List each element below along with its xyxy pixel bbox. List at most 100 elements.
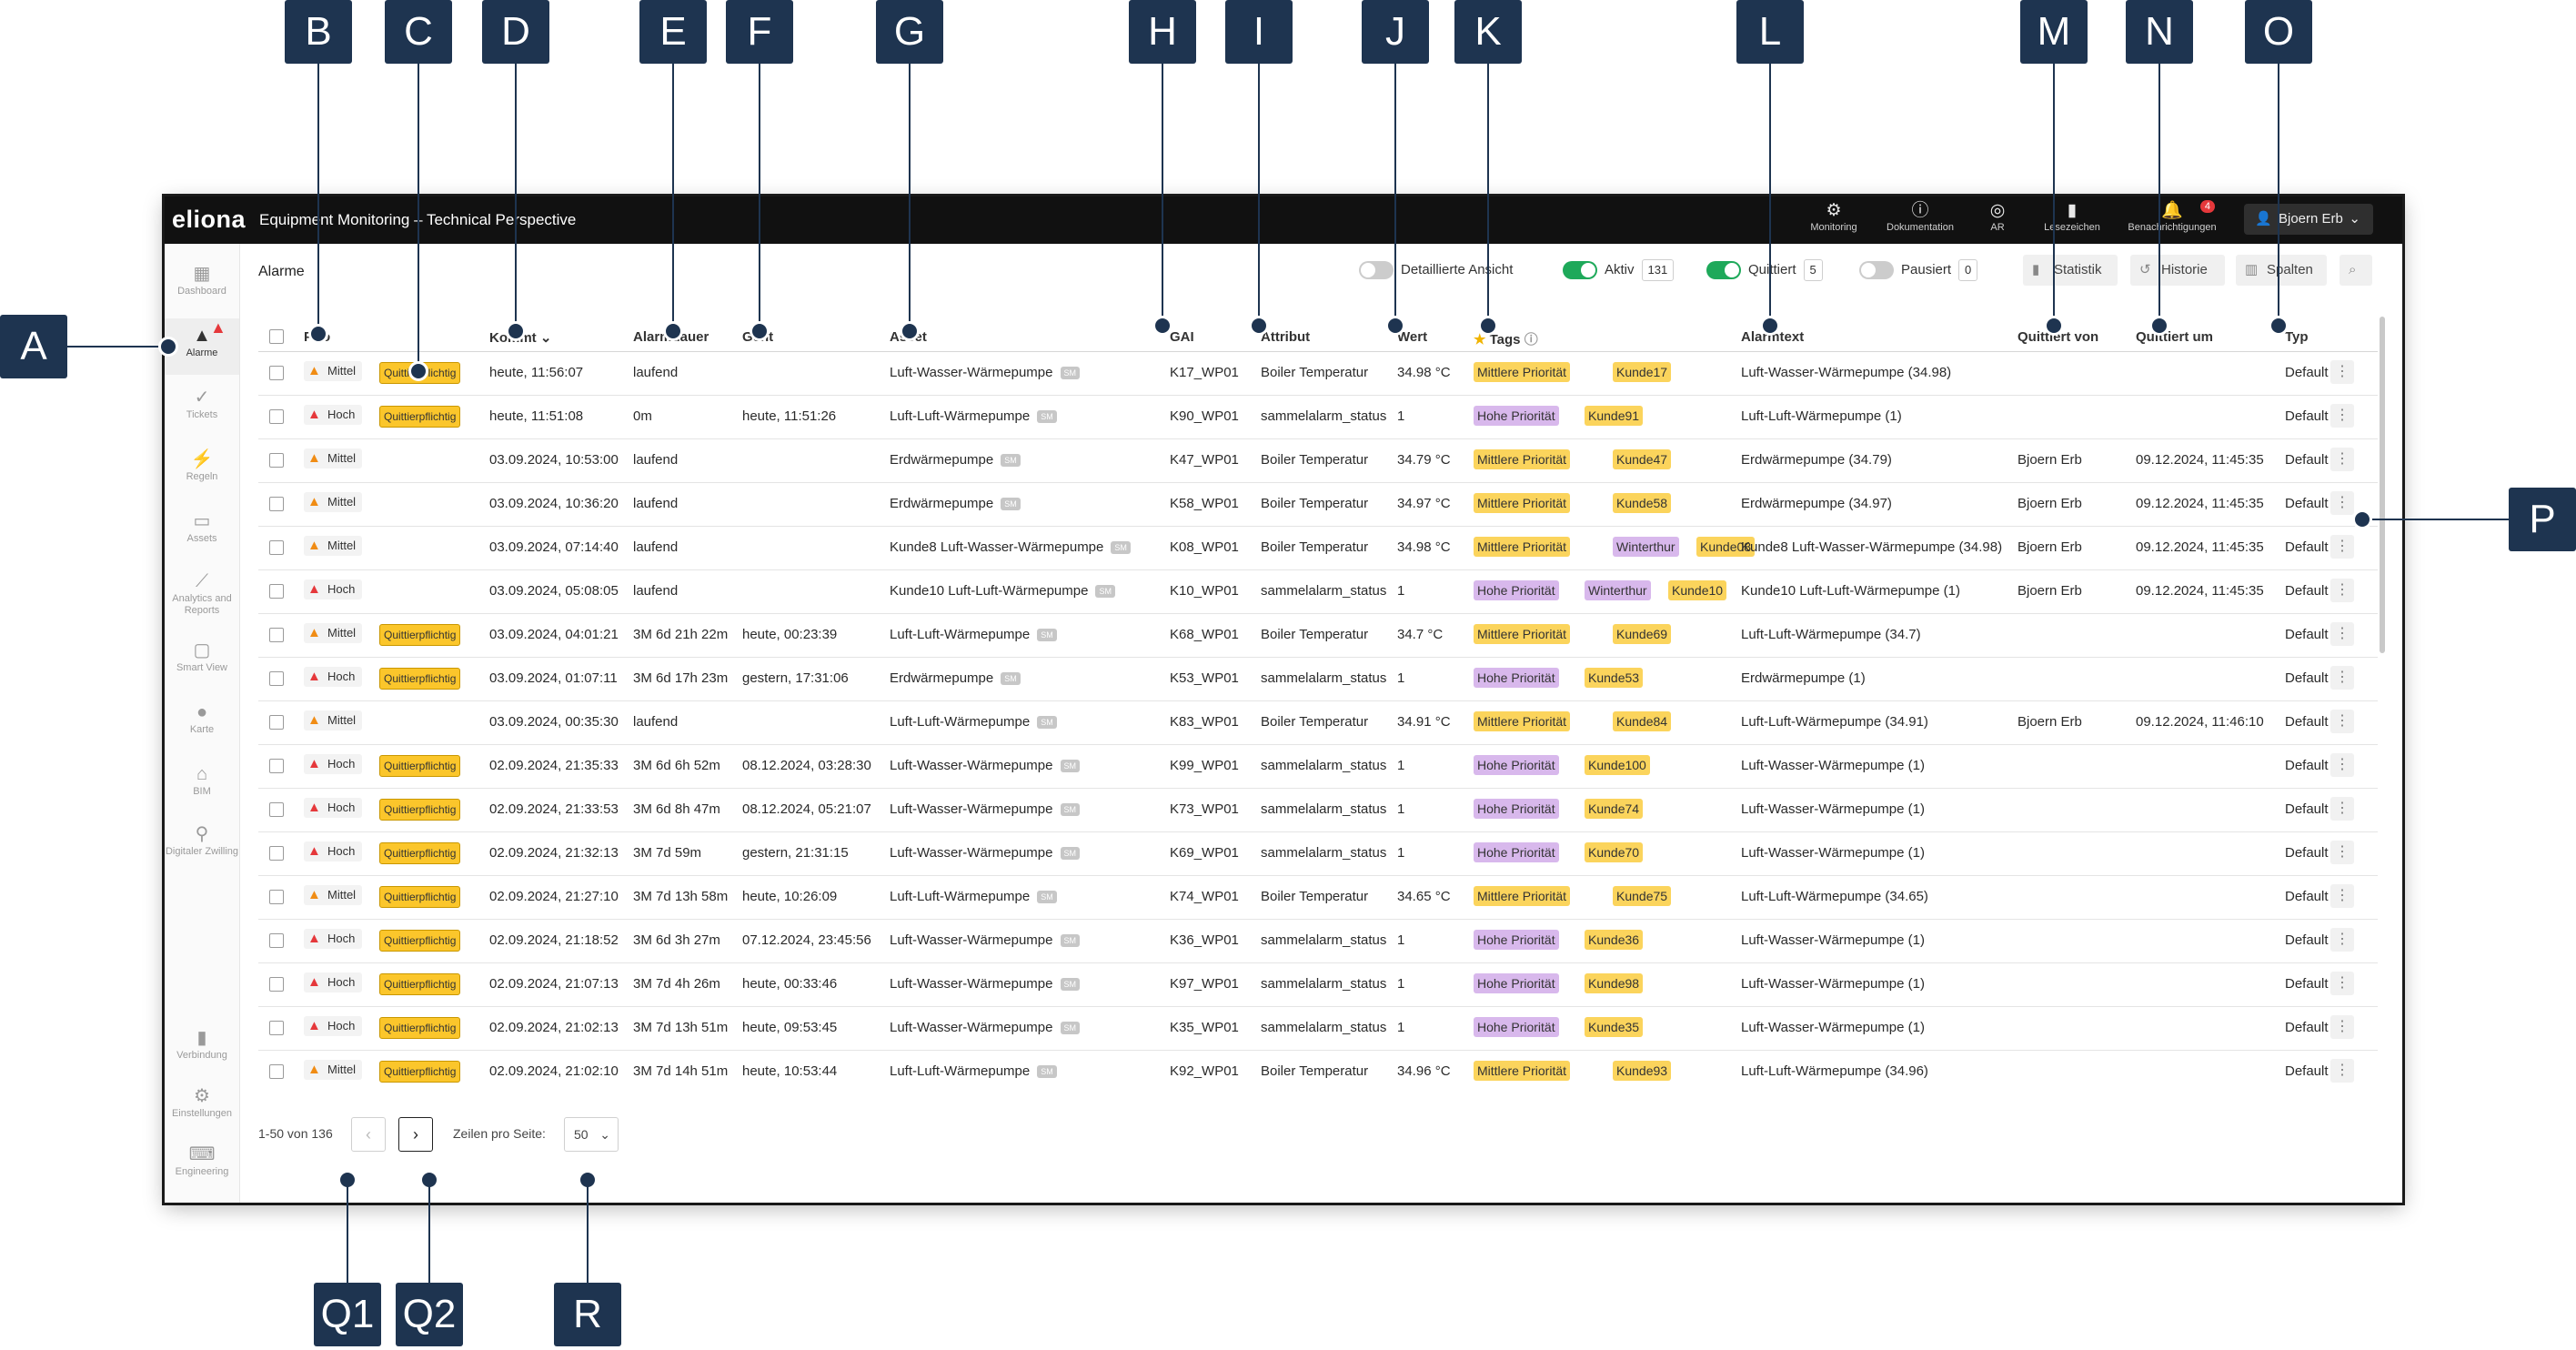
row-checkbox[interactable]	[269, 1064, 284, 1079]
tag-chip[interactable]: Kunde75	[1613, 886, 1672, 906]
table-row[interactable]: ▲ Mittel 03.09.2024, 10:36:20 laufend Erdwär…	[258, 482, 2378, 527]
row-menu-button[interactable]: ⋮	[2330, 797, 2354, 821]
row-menu-button[interactable]: ⋮	[2330, 710, 2354, 733]
table-row[interactable]: ▲ Hoch Quittierpflichtig 03.09.2024, 01:07:…	[258, 657, 2378, 701]
quittiert-toggle[interactable]: Quittiert 5	[1706, 255, 1823, 286]
tag-chip[interactable]: Mittlere Priorität	[1474, 537, 1571, 557]
cell-asset[interactable]: Luft-Wasser-Wärmepumpe SM	[890, 365, 1080, 380]
tag-chip[interactable]: Kunde10	[1668, 580, 1727, 600]
aktiv-toggle[interactable]: Aktiv 131	[1563, 255, 1675, 286]
sidebar-item-einstellungen[interactable]: ⚙ Einstellungen	[165, 1084, 239, 1120]
cell-asset[interactable]: Kunde8 Luft-Wasser-Wärmepumpe SM	[890, 539, 1131, 555]
table-row[interactable]: ▲ Mittel Quittierpflichtig 03.09.2024, 04:0…	[258, 613, 2378, 658]
row-menu-button[interactable]: ⋮	[2330, 841, 2354, 864]
topnav-ar[interactable]: ◎ AR	[1975, 200, 2020, 242]
tag-chip[interactable]: Kunde69	[1613, 624, 1672, 644]
table-row[interactable]: ▲ Hoch Quittierpflichtig 02.09.2024, 21:32:…	[258, 831, 2378, 876]
col-tags[interactable]: ★ Tags ⓘ	[1474, 332, 1538, 348]
sidebar-item-engineering[interactable]: ⌨ Engineering	[165, 1143, 239, 1178]
table-row[interactable]: ▲ Hoch Quittierpflichtig 02.09.2024, 21:18:…	[258, 919, 2378, 963]
row-menu-button[interactable]: ⋮	[2330, 884, 2354, 908]
table-row[interactable]: ▲ Mittel 03.09.2024, 10:53:00 laufend Erdwär…	[258, 438, 2378, 483]
table-row[interactable]: ▲ Mittel Quittierpflichtig 02.09.2024, 21:2…	[258, 875, 2378, 920]
row-menu-button[interactable]: ⋮	[2330, 753, 2354, 777]
row-menu-button[interactable]: ⋮	[2330, 1015, 2354, 1039]
cell-asset[interactable]: Luft-Wasser-Wärmepumpe SM	[890, 976, 1080, 992]
row-menu-button[interactable]: ⋮	[2330, 404, 2354, 428]
tag-chip[interactable]: Winterthur	[1613, 537, 1679, 557]
cell-asset[interactable]: Luft-Wasser-Wärmepumpe SM	[890, 758, 1080, 773]
cell-asset[interactable]: Luft-Wasser-Wärmepumpe SM	[890, 932, 1080, 948]
topnav-benachrichtigungen[interactable]: 🔔 Benachrichtigungen 4	[2113, 200, 2231, 242]
table-row[interactable]: ▲ Hoch 03.09.2024, 05:08:05 laufend Kunde10 …	[258, 569, 2378, 614]
row-checkbox[interactable]	[269, 846, 284, 861]
sidebar-item-tickets[interactable]: ✓ Tickets	[165, 386, 239, 421]
row-menu-button[interactable]: ⋮	[2330, 972, 2354, 995]
tag-chip[interactable]: Hohe Priorität	[1474, 930, 1559, 950]
cell-asset[interactable]: Luft-Luft-Wärmepumpe SM	[890, 627, 1057, 642]
row-menu-button[interactable]: ⋮	[2330, 535, 2354, 559]
tag-chip[interactable]: Hohe Priorität	[1474, 580, 1559, 600]
pausiert-toggle[interactable]: Pausiert 0	[1859, 255, 1978, 286]
row-menu-button[interactable]: ⋮	[2330, 1059, 2354, 1083]
tag-chip[interactable]: Mittlere Priorität	[1474, 624, 1571, 644]
col-alarmtext[interactable]: Alarmtext	[1741, 329, 1805, 345]
tag-chip[interactable]: Mittlere Priorität	[1474, 711, 1571, 731]
tag-chip[interactable]: Kunde74	[1585, 799, 1644, 819]
tag-chip[interactable]: Mittlere Priorität	[1474, 449, 1571, 469]
row-checkbox[interactable]	[269, 453, 284, 468]
row-menu-button[interactable]: ⋮	[2330, 448, 2354, 471]
sidebar-item-smart-view[interactable]: ▢ Smart View	[165, 639, 239, 674]
row-checkbox[interactable]	[269, 497, 284, 511]
sidebar-item-verbindung[interactable]: ▮ Verbindung	[165, 1026, 239, 1062]
row-checkbox[interactable]	[269, 540, 284, 555]
table-row[interactable]: ▲ Hoch Quittierpflichtig heute, 11:51:08 0m h…	[258, 395, 2378, 439]
cell-asset[interactable]: Luft-Luft-Wärmepumpe SM	[890, 889, 1057, 904]
row-menu-button[interactable]: ⋮	[2330, 579, 2354, 602]
row-menu-button[interactable]: ⋮	[2330, 622, 2354, 646]
tag-chip[interactable]: Mittlere Priorität	[1474, 493, 1571, 513]
cell-asset[interactable]: Luft-Wasser-Wärmepumpe SM	[890, 1020, 1080, 1035]
row-menu-button[interactable]: ⋮	[2330, 666, 2354, 690]
cell-asset[interactable]: Luft-Wasser-Wärmepumpe SM	[890, 801, 1080, 817]
row-menu-button[interactable]: ⋮	[2330, 928, 2354, 952]
tag-chip[interactable]: Hohe Priorität	[1474, 842, 1559, 862]
col-gai[interactable]: GAI	[1170, 329, 1194, 345]
row-checkbox[interactable]	[269, 671, 284, 686]
row-checkbox[interactable]	[269, 366, 284, 380]
toggle-switch[interactable]	[1563, 261, 1597, 280]
col-attribut[interactable]: Attribut	[1261, 329, 1311, 345]
row-checkbox[interactable]	[269, 1021, 284, 1035]
user-menu[interactable]: 👤 Bjoern Erb ⌄	[2244, 204, 2373, 235]
historie-button[interactable]: ↺ Historie	[2130, 255, 2225, 286]
row-checkbox[interactable]	[269, 977, 284, 992]
tag-chip[interactable]: Kunde100	[1585, 755, 1650, 775]
tag-chip[interactable]: Kunde70	[1585, 842, 1644, 862]
spalten-button[interactable]: ▥ Spalten	[2236, 255, 2327, 286]
table-row[interactable]: ▲ Hoch Quittierpflichtig 02.09.2024, 21:35:…	[258, 744, 2378, 789]
row-checkbox[interactable]	[269, 802, 284, 817]
topnav-monitoring[interactable]: ⚙ Monitoring	[1793, 200, 1875, 242]
table-row[interactable]: ▲ Hoch Quittierpflichtig 02.09.2024, 21:07:…	[258, 962, 2378, 1007]
table-row[interactable]: ▲ Hoch Quittierpflichtig 02.09.2024, 21:33:…	[258, 788, 2378, 832]
col-quittiert-um[interactable]: Quittiert um	[2136, 329, 2213, 345]
tag-chip[interactable]: Kunde47	[1613, 449, 1672, 469]
sidebar-item-dashboard[interactable]: ▦ Dashboard	[165, 262, 239, 297]
detail-view-toggle[interactable]: Detaillierte Ansicht	[1359, 255, 1513, 286]
sidebar-item-assets[interactable]: ▭ Assets	[165, 509, 239, 545]
row-menu-button[interactable]: ⋮	[2330, 360, 2354, 384]
tag-chip[interactable]: Hohe Priorität	[1474, 1017, 1559, 1037]
tag-chip[interactable]: Hohe Priorität	[1474, 668, 1559, 688]
sidebar-item-regeln[interactable]: ⚡ Regeln	[165, 448, 239, 483]
col-typ[interactable]: Typ	[2285, 329, 2309, 345]
tag-chip[interactable]: Mittlere Priorität	[1474, 362, 1571, 382]
tag-chip[interactable]: Kunde84	[1613, 711, 1672, 731]
row-checkbox[interactable]	[269, 715, 284, 730]
toggle-switch[interactable]	[1359, 261, 1394, 280]
cell-asset[interactable]: Erdwärmepumpe SM	[890, 670, 1021, 686]
row-checkbox[interactable]	[269, 890, 284, 904]
table-row[interactable]: ▲ Mittel Quittierpflichtig 02.09.2024, 21:0…	[258, 1050, 2378, 1090]
topnav-dokumentation[interactable]: ⓘ Dokumentation	[1873, 200, 1967, 242]
sidebar-item-karte[interactable]: ● Karte	[165, 700, 239, 736]
tag-chip[interactable]: Kunde98	[1585, 973, 1644, 993]
